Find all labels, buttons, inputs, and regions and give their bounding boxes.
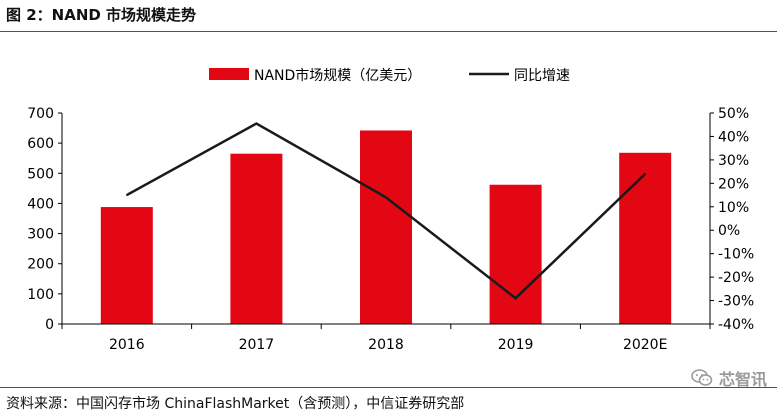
x-tick-label: 2020E	[623, 337, 667, 353]
bar-2018	[360, 130, 412, 324]
right-tick-label: -40%	[718, 317, 754, 333]
legend-label-line: 同比增速	[514, 68, 570, 84]
right-tick-label: 30%	[718, 153, 749, 169]
left-tick-label: 0	[45, 317, 54, 333]
bar-2017	[230, 153, 283, 324]
left-tick-label: 100	[27, 287, 54, 303]
bar-2019	[489, 184, 542, 324]
left-tick-label: 300	[27, 227, 54, 243]
growth-point-2020e	[644, 173, 646, 175]
legend-swatch-bar	[209, 68, 249, 80]
right-tick-label: -20%	[718, 270, 754, 286]
x-tick-label: 2019	[498, 337, 534, 353]
source-rule	[0, 387, 777, 388]
source-note: 资料来源：中国闪存市场 ChinaFlashMarket（含预测），中信证券研究…	[6, 396, 465, 412]
watermark-text: 芯智讯	[718, 370, 767, 389]
right-tick-label: 50%	[718, 106, 749, 122]
right-tick-label: 20%	[718, 176, 749, 192]
left-tick-label: 200	[27, 257, 54, 273]
watermark: 芯智讯	[691, 366, 767, 390]
right-tick-label: 10%	[718, 200, 749, 216]
growth-point-2016	[126, 194, 128, 196]
x-tick-label: 2016	[109, 337, 145, 353]
x-tick-label: 2018	[368, 337, 404, 353]
left-tick-label: 500	[27, 166, 54, 182]
right-tick-label: -30%	[718, 294, 754, 310]
left-tick-label: 700	[27, 106, 54, 122]
growth-point-2017	[255, 122, 258, 125]
left-tick-label: 600	[27, 136, 54, 152]
right-tick-label: 40%	[718, 129, 749, 145]
left-tick-label: 400	[27, 196, 54, 212]
legend-label-bar: NAND市场规模（亿美元）	[254, 67, 421, 84]
growth-point-2018	[385, 196, 387, 199]
figure-title: 图 2：NAND 市场规模走势	[6, 6, 197, 24]
right-tick-label: -10%	[718, 247, 754, 263]
bar-2020e	[619, 152, 672, 324]
growth-point-2019	[514, 297, 517, 300]
x-tick-label: 2017	[239, 337, 275, 353]
right-tick-label: 0%	[718, 223, 740, 239]
wechat-icon	[691, 369, 713, 386]
title-rule	[0, 31, 777, 32]
bar-2016	[100, 207, 153, 324]
